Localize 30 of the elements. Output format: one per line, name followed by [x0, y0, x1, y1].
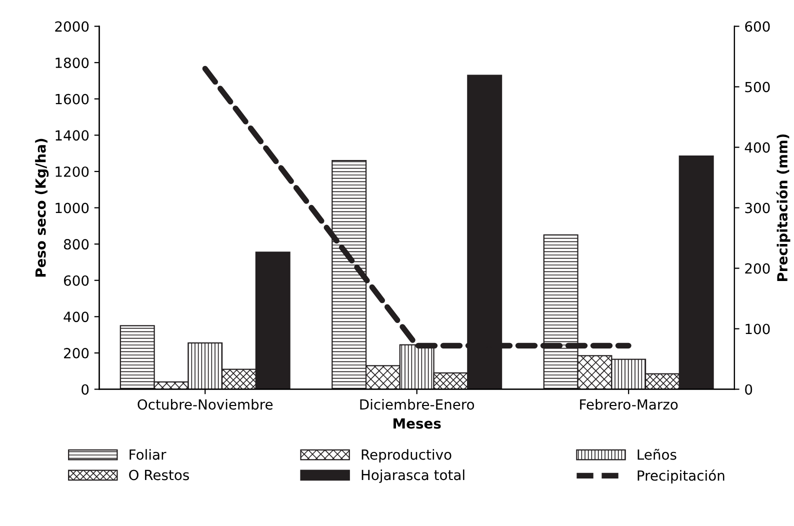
y-tick-label: 600	[64, 275, 89, 286]
legend-label: Reproductivo	[362, 449, 452, 463]
y-axis-title: Peso seco (Kg/ha)	[35, 138, 49, 277]
x-tick-label: Octubre-Noviembre	[138, 398, 273, 410]
legend-label: O Restos	[129, 470, 189, 480]
legend-label: Hojarasca total	[362, 469, 464, 483]
x-axis-title: Meses	[394, 418, 441, 429]
x-tick-label: Febrero-Marzo	[580, 398, 678, 410]
y2-tick-label: 200	[745, 263, 770, 274]
y-tick-label: 0	[82, 384, 89, 395]
y-tick-label: 200	[64, 348, 89, 358]
y-tick-label: 2000	[55, 21, 89, 32]
y2-tick-label: 300	[745, 202, 770, 214]
y2-tick-label: 100	[746, 324, 770, 334]
legend-label: Leños	[638, 448, 676, 460]
legend-label: Precipitación	[638, 469, 724, 484]
y-tick-label: 1200	[56, 166, 89, 177]
y-tick-label: 800	[64, 239, 89, 250]
y2-tick-label: 500	[745, 82, 770, 92]
y2-axis-title: Precipitación (mm)	[776, 134, 790, 282]
y-tick-label: 1800	[56, 58, 89, 68]
y2-tick-label: 400	[744, 142, 770, 153]
x-tick-label: Diciembre-Enero	[360, 398, 474, 410]
y-tick-label: 1400	[56, 130, 89, 141]
y-tick-label: 1000	[56, 202, 89, 214]
y-tick-label: 1600	[56, 94, 89, 104]
y-tick-label: 400	[64, 312, 89, 322]
legend-label: Foliar	[130, 449, 166, 460]
y2-tick-label: 0	[745, 384, 752, 395]
y2-tick-label: 600	[745, 21, 770, 32]
